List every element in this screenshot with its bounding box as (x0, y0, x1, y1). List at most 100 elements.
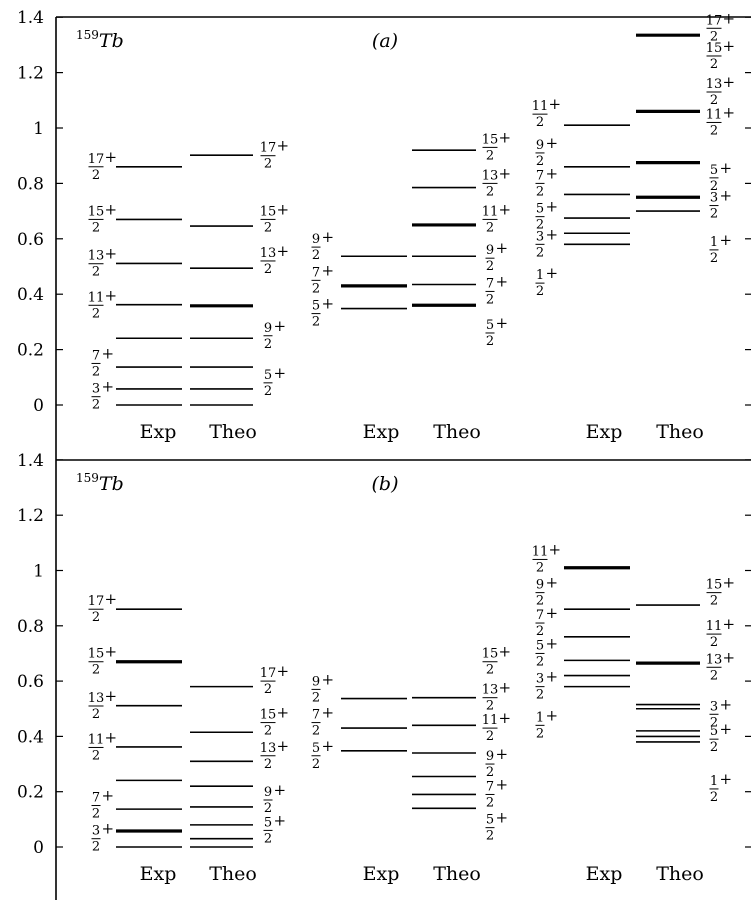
spin-denominator: 2 (536, 218, 544, 233)
spin-denominator: 2 (92, 663, 100, 678)
spin-denominator: 2 (264, 831, 272, 846)
spin-numerator: 1 (536, 710, 544, 725)
y-tick-label: 0.4 (17, 727, 44, 747)
spin-numerator: 13 (88, 691, 105, 706)
parity-sign: + (105, 286, 118, 304)
spin-label: 52+ (485, 314, 508, 349)
spin-label: 52+ (535, 634, 559, 669)
spin-denominator: 2 (710, 57, 718, 72)
spin-label: 52+ (263, 811, 287, 846)
theo-column-label: Theo (656, 863, 704, 885)
spin-denominator: 2 (486, 220, 494, 235)
spin-denominator: 2 (92, 807, 100, 822)
spin-denominator: 2 (92, 265, 100, 280)
y-tick-label: 0.8 (17, 617, 44, 637)
parity-sign: + (549, 540, 562, 558)
spin-label: 132 + (260, 242, 289, 277)
spin-label: 92+ (263, 317, 286, 352)
spin-numerator: 7 (312, 708, 320, 723)
spin-numerator: 3 (710, 191, 718, 206)
spin-denominator: 2 (486, 292, 494, 307)
parity-sign: + (102, 820, 115, 838)
y-tick-label: 1.4 (17, 451, 44, 471)
parity-sign: + (277, 242, 290, 260)
spin-label: 12+ (535, 264, 559, 299)
spin-label: 32+ (91, 378, 114, 413)
parity-sign: + (496, 272, 509, 290)
spin-numerator: 15 (260, 204, 277, 219)
theo-column-label: Theo (209, 863, 257, 885)
parity-sign: + (277, 704, 290, 722)
parity-sign: + (546, 134, 559, 152)
spin-label: 152 + (706, 37, 735, 72)
spin-denominator: 2 (486, 184, 494, 199)
parity-sign: + (546, 634, 559, 652)
band-group-1: 32+72+112+132+152+172+Exp52+92+132+152+1… (88, 590, 289, 885)
parity-sign: + (277, 200, 290, 218)
parity-sign: + (277, 137, 290, 155)
spin-label: 92+ (311, 228, 334, 263)
spin-denominator: 2 (264, 801, 272, 816)
spin-numerator: 9 (536, 578, 544, 593)
spin-denominator: 2 (536, 560, 544, 575)
exp-column: 32+72+112+132+152+172+Exp (88, 148, 182, 443)
parity-sign: + (499, 200, 512, 218)
spin-label: 72+ (91, 787, 114, 822)
exp-column: 52+72+92+Exp (311, 228, 407, 443)
spin-denominator: 2 (92, 220, 100, 235)
spin-denominator: 2 (264, 757, 272, 772)
parity-sign: + (105, 728, 118, 746)
spin-denominator: 2 (710, 29, 718, 44)
spin-numerator: 7 (536, 608, 544, 623)
spin-numerator: 11 (88, 732, 105, 747)
y-tick-label: 0.6 (17, 672, 44, 692)
parity-sign: + (496, 745, 509, 763)
spin-numerator: 11 (88, 290, 105, 305)
spin-numerator: 3 (536, 672, 544, 687)
spin-numerator: 7 (92, 791, 100, 806)
parity-sign: + (102, 344, 115, 362)
spin-numerator: 13 (260, 741, 277, 756)
spin-label: 172 + (88, 148, 117, 183)
spin-label: 52+ (311, 737, 334, 772)
spin-denominator: 2 (536, 184, 544, 199)
parity-sign: + (546, 264, 559, 282)
spin-numerator: 17 (260, 141, 277, 156)
parity-sign: + (546, 198, 559, 216)
parity-sign: + (277, 662, 290, 680)
spin-label: 12+ (709, 770, 732, 805)
spin-label: 132 + (706, 73, 735, 108)
spin-numerator: 13 (88, 249, 105, 264)
parity-sign: + (274, 811, 287, 829)
spin-label: 152 + (260, 704, 289, 739)
spin-label: 112 + (532, 95, 561, 130)
theo-column: 12+32+52+112+132+152+172+Theo (636, 9, 735, 443)
parity-sign: + (496, 809, 509, 827)
spin-numerator: 5 (312, 741, 320, 756)
parity-sign: + (720, 187, 733, 205)
spin-denominator: 2 (536, 154, 544, 169)
spin-numerator: 11 (706, 619, 723, 634)
spin-numerator: 15 (706, 41, 723, 56)
spin-label: 52+ (535, 198, 559, 233)
spin-denominator: 2 (92, 707, 100, 722)
spin-numerator: 7 (486, 276, 494, 291)
spin-denominator: 2 (264, 157, 272, 172)
spin-label: 152 + (88, 200, 117, 235)
panel-title: 159Tb (76, 471, 124, 495)
spin-label: 132 + (260, 737, 289, 772)
spin-denominator: 2 (264, 384, 272, 399)
spin-numerator: 15 (706, 578, 723, 593)
spin-numerator: 13 (482, 168, 499, 183)
parity-sign: + (105, 687, 118, 705)
spin-denominator: 2 (536, 284, 544, 299)
spin-denominator: 2 (312, 248, 320, 263)
spin-numerator: 15 (482, 132, 499, 147)
spin-numerator: 5 (710, 724, 718, 739)
spin-label: 72+ (311, 261, 334, 296)
spin-denominator: 2 (486, 765, 494, 780)
spin-numerator: 15 (88, 647, 105, 662)
parity-sign: + (720, 159, 733, 177)
